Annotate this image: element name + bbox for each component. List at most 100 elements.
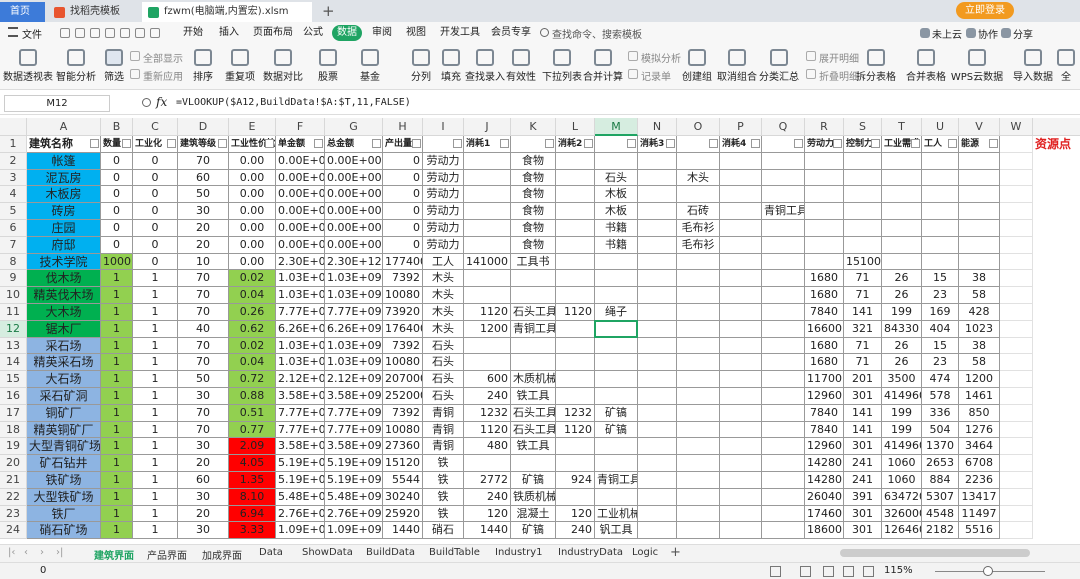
cell-text[interactable]: 0.00E+00	[276, 152, 325, 170]
cell[interactable]	[1000, 337, 1033, 355]
cell-text[interactable]: 30	[178, 522, 229, 540]
cell-text[interactable]: 0	[383, 186, 423, 204]
cell-text[interactable]: 青铜工具	[595, 472, 638, 489]
cell-text[interactable]: 3464	[959, 438, 1000, 456]
cell-text[interactable]: 7392	[383, 337, 423, 355]
cell-text[interactable]: 20	[178, 220, 229, 237]
cell-text[interactable]: 铁工具	[511, 388, 556, 405]
cell-text[interactable]: 1276	[959, 421, 1000, 439]
ribbon-icon[interactable]	[476, 49, 494, 66]
cell-text[interactable]: 0.00E+00	[325, 203, 383, 220]
cell-text[interactable]: 劳动力	[423, 152, 464, 170]
filter-button[interactable]	[90, 139, 99, 148]
cell-text[interactable]: 7.77E+09	[325, 421, 383, 439]
cell-text[interactable]: 60	[178, 472, 229, 489]
ribbon-button[interactable]: 重复项	[225, 72, 255, 83]
cell-text[interactable]: 5307	[922, 488, 959, 506]
cell[interactable]	[844, 152, 882, 170]
ribbon-icon[interactable]	[19, 49, 37, 66]
ribbon-button[interactable]: 数据对比	[263, 72, 303, 83]
cell[interactable]	[882, 152, 922, 170]
cell[interactable]	[1033, 287, 1080, 304]
cell[interactable]	[882, 186, 922, 204]
cell[interactable]	[1000, 421, 1033, 439]
cell[interactable]	[959, 203, 1000, 220]
cell[interactable]	[677, 270, 720, 288]
toolbar-icon[interactable]	[105, 28, 115, 38]
cell[interactable]	[805, 152, 844, 170]
row-header[interactable]: 17	[0, 404, 27, 422]
filter-button[interactable]	[709, 139, 718, 148]
tab-nav[interactable]: ›	[40, 547, 44, 558]
cell[interactable]	[720, 304, 762, 321]
cell-text[interactable]: 6708	[959, 455, 1000, 472]
cell-text[interactable]: 1	[133, 354, 178, 372]
cell-text[interactable]: 1680	[805, 354, 844, 372]
filter-button[interactable]	[122, 139, 131, 148]
ribbon-icon[interactable]	[130, 51, 140, 61]
cell-text[interactable]: 70	[178, 287, 229, 304]
ribbon-icon[interactable]	[806, 51, 816, 61]
cell[interactable]	[882, 253, 922, 271]
cell-text[interactable]: 1774000	[383, 253, 423, 271]
cell-text[interactable]: 2182	[922, 522, 959, 540]
filter-button[interactable]	[871, 139, 880, 148]
cell-text[interactable]: 1	[101, 287, 133, 304]
ribbon-button[interactable]: 模拟分析	[641, 54, 681, 65]
cell-text[interactable]: 单金额	[276, 136, 325, 153]
cell-text[interactable]: 0	[383, 203, 423, 220]
cell[interactable]	[762, 152, 805, 170]
filter-button[interactable]	[666, 139, 675, 148]
cell-text[interactable]: 301	[844, 522, 882, 540]
cell[interactable]	[844, 169, 882, 187]
sheet-tab[interactable]: Data	[259, 547, 283, 558]
cell[interactable]	[762, 472, 805, 489]
cell-text[interactable]: 木板	[595, 186, 638, 204]
cell-text[interactable]: 141000	[464, 253, 511, 271]
cell-text[interactable]: 240	[556, 522, 595, 540]
cell-text[interactable]: 1.09E+09	[325, 522, 383, 540]
cell[interactable]	[922, 220, 959, 237]
cell-text[interactable]: 240	[464, 488, 511, 506]
ribbon-icon[interactable]	[1057, 49, 1075, 66]
cell-text[interactable]: 7392	[383, 270, 423, 288]
sheet-tab[interactable]: IndustryData	[558, 547, 624, 558]
cell-text[interactable]: 工业化	[133, 136, 178, 153]
cell[interactable]	[762, 236, 805, 254]
zoom-level[interactable]: 115%	[884, 565, 913, 576]
filter-button[interactable]	[833, 139, 842, 148]
cell-text[interactable]: 336	[922, 404, 959, 422]
column-header[interactable]: Q	[762, 118, 805, 136]
cell[interactable]	[762, 270, 805, 288]
cell-text[interactable]: 0	[133, 220, 178, 237]
cell[interactable]	[556, 220, 595, 237]
cell[interactable]	[1033, 203, 1080, 220]
cell[interactable]	[638, 152, 677, 170]
cell-text[interactable]: 26	[882, 354, 922, 372]
cell-text[interactable]: 1	[101, 304, 133, 321]
cell[interactable]	[720, 220, 762, 237]
column-header[interactable]: N	[638, 118, 677, 136]
cell-text[interactable]: 精英采石场	[27, 354, 101, 372]
cell-text[interactable]: 241	[844, 472, 882, 489]
cell-text[interactable]: 26	[882, 287, 922, 304]
cell-text[interactable]: 木质机械	[511, 371, 556, 388]
cell[interactable]	[762, 136, 805, 153]
cell[interactable]	[677, 505, 720, 523]
cell-text[interactable]: 采石矿洞	[27, 388, 101, 405]
ribbon-icon[interactable]	[194, 49, 212, 66]
cell-text[interactable]: 2.76E+09	[276, 505, 325, 523]
cell[interactable]	[677, 455, 720, 472]
cell-text[interactable]: 1023	[959, 320, 1000, 338]
cell-text[interactable]: 毛布衫	[677, 220, 720, 237]
cell-text[interactable]: 5.19E+09	[276, 455, 325, 472]
cell-text[interactable]: 青铜	[423, 404, 464, 422]
cell-text[interactable]: 634720	[882, 488, 922, 506]
cell-text[interactable]: 0	[101, 152, 133, 170]
ribbon-button[interactable]: 全部显示	[143, 54, 183, 65]
filter-button[interactable]	[584, 139, 593, 148]
cell-text[interactable]: 石头	[423, 371, 464, 388]
cell-text[interactable]: 0	[383, 236, 423, 254]
cell-text[interactable]: 15	[922, 337, 959, 355]
cell[interactable]	[1033, 220, 1080, 237]
